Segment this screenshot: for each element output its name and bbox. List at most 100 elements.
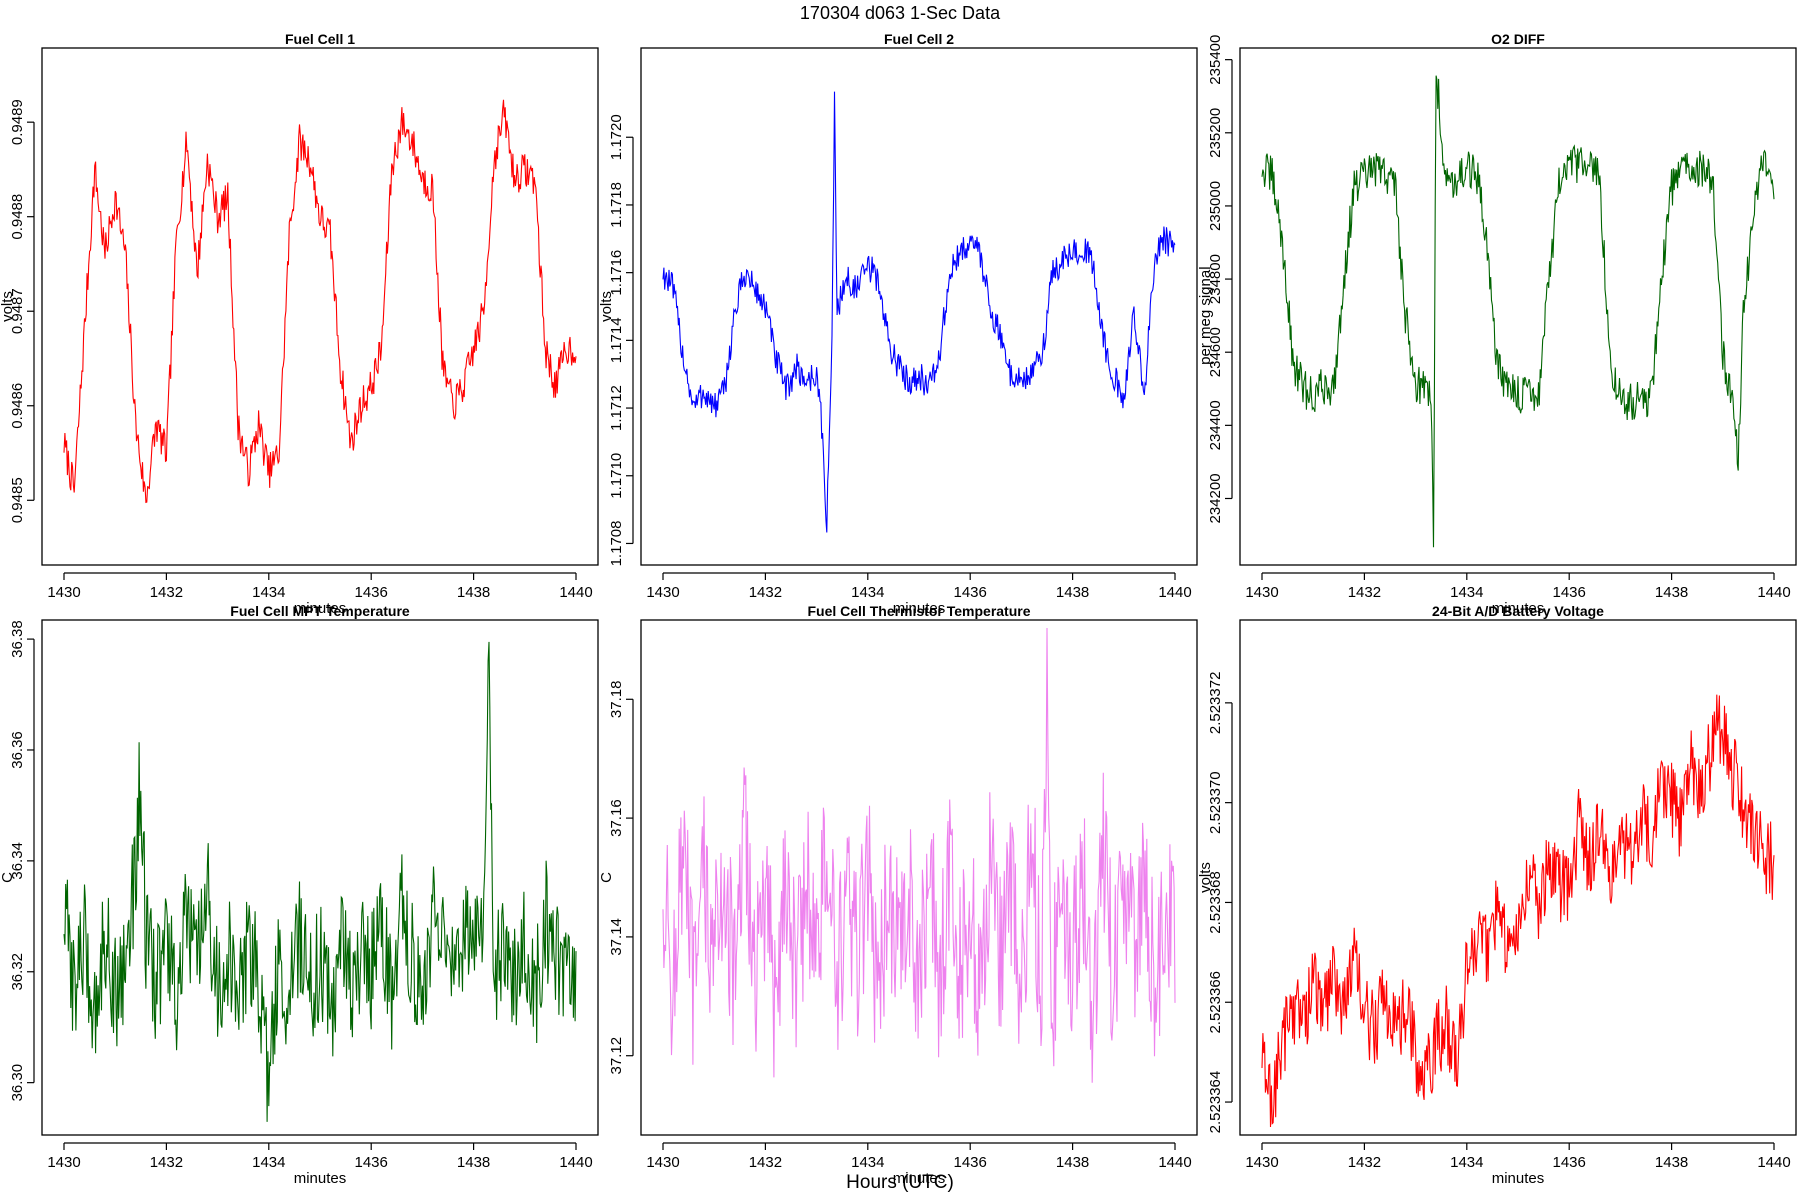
x-axis-label: minutes xyxy=(1492,600,1545,617)
x-tick-label: 1436 xyxy=(355,1154,388,1171)
x-tick-label: 1434 xyxy=(252,584,285,601)
y-axis-label: per meg signal xyxy=(1197,266,1214,364)
x-tick-label: 1436 xyxy=(1553,584,1586,601)
x-tick-label: 1430 xyxy=(646,584,679,601)
y-tick-label: 37.18 xyxy=(608,681,625,719)
y-tick-label: 36.32 xyxy=(9,953,26,991)
panel-title: 24-Bit A/D Battery Voltage xyxy=(1432,603,1604,619)
y-tick-label: 1.1716 xyxy=(608,250,625,296)
y-tick-label: 0.9486 xyxy=(9,383,26,429)
x-tick-label: 1438 xyxy=(457,1154,490,1171)
x-tick-label: 1436 xyxy=(355,584,388,601)
series-line xyxy=(662,91,1176,533)
y-tick-label: 234200 xyxy=(1207,473,1224,523)
x-tick-label: 1440 xyxy=(559,1154,592,1171)
x-tick-label: 1432 xyxy=(1348,1154,1381,1171)
x-axis-label: minutes xyxy=(893,1170,946,1187)
panel-5: Fuel Cell Thermistor Temperature 1430 1432… xyxy=(598,603,1198,1187)
x-tick-label: 1434 xyxy=(1450,1154,1483,1171)
y-tick-label: 37.14 xyxy=(608,918,625,956)
x-axis-label: minutes xyxy=(893,600,946,617)
y-axis-label: C xyxy=(0,872,16,883)
panel-3: O2 DIFF 1430 1432 1434 1436 1438 1440 minutes 23… xyxy=(1197,31,1797,617)
x-axis-label: minutes xyxy=(1492,1170,1545,1187)
y-axis-label: volts xyxy=(1197,862,1214,893)
y-tick-label: 37.12 xyxy=(608,1037,625,1075)
x-tick-label: 1438 xyxy=(1056,1154,1089,1171)
plot-frame xyxy=(640,47,1198,566)
y-tick-label: 234600 xyxy=(1207,327,1224,377)
x-tick-label: 1440 xyxy=(559,584,592,601)
x-axis-label: minutes xyxy=(294,600,347,617)
y-axis-label: volts xyxy=(0,291,16,322)
panel-title: Fuel Cell 2 xyxy=(884,31,954,47)
y-tick-label: 2.523372 xyxy=(1207,672,1224,735)
y-tick-label: 1.1710 xyxy=(608,453,625,499)
panel-title: Fuel Cell MPT Temperature xyxy=(230,603,410,619)
panel-4: Fuel Cell MPT Temperature 1430 1432 1434 143… xyxy=(0,603,599,1187)
y-tick-label: 2.523366 xyxy=(1207,971,1224,1034)
x-axis-label: minutes xyxy=(294,1170,347,1187)
y-tick-label: 1.1714 xyxy=(608,317,625,363)
plot-frame xyxy=(41,47,599,566)
y-tick-label: 2.523364 xyxy=(1207,1071,1224,1134)
series-line xyxy=(662,627,1176,1083)
y-tick-label: 36.38 xyxy=(9,620,26,658)
y-tick-label: 0.9485 xyxy=(9,477,26,523)
y-tick-label: 2.523368 xyxy=(1207,871,1224,934)
x-tick-label: 1432 xyxy=(749,584,782,601)
y-tick-label: 0.9488 xyxy=(9,194,26,240)
x-tick-label: 1438 xyxy=(1056,584,1089,601)
y-axis-label: volts xyxy=(598,291,615,322)
y-tick-label: 2.523370 xyxy=(1207,771,1224,834)
x-tick-label: 1432 xyxy=(1348,584,1381,601)
plot-frame xyxy=(640,619,1198,1136)
y-tick-label: 0.9487 xyxy=(9,288,26,334)
series-line xyxy=(63,641,577,1122)
plot-frame xyxy=(1239,619,1797,1136)
y-tick-label: 36.36 xyxy=(9,731,26,769)
panel-title: Fuel Cell 1 xyxy=(285,31,355,47)
x-tick-label: 1434 xyxy=(252,1154,285,1171)
x-tick-label: 1432 xyxy=(150,584,183,601)
x-tick-label: 1434 xyxy=(1450,584,1483,601)
figure-outer-xlabel: Hours (UTC) xyxy=(846,1172,954,1193)
y-tick-label: 36.30 xyxy=(9,1064,26,1102)
y-tick-label: 36.34 xyxy=(9,842,26,880)
x-tick-label: 1438 xyxy=(1655,1154,1688,1171)
panel-6: 24-Bit A/D Battery Voltage 1430 1432 1434 14… xyxy=(1197,603,1797,1187)
y-tick-label: 1.1708 xyxy=(608,521,625,567)
x-tick-label: 1436 xyxy=(1553,1154,1586,1171)
panel-grid: Fuel Cell 1 1430 1432 1434 1436 1438 1440 minut… xyxy=(0,31,1797,1187)
x-tick-label: 1436 xyxy=(954,1154,987,1171)
x-tick-label: 1436 xyxy=(954,584,987,601)
x-tick-label: 1434 xyxy=(851,1154,884,1171)
x-tick-label: 1440 xyxy=(1158,1154,1191,1171)
series-line xyxy=(1261,694,1775,1128)
x-tick-label: 1430 xyxy=(47,1154,80,1171)
y-tick-label: 37.16 xyxy=(608,799,625,837)
y-tick-label: 235200 xyxy=(1207,108,1224,158)
x-tick-label: 1430 xyxy=(1245,584,1278,601)
y-tick-label: 0.9489 xyxy=(9,99,26,145)
y-tick-label: 234800 xyxy=(1207,254,1224,304)
x-tick-label: 1440 xyxy=(1757,1154,1790,1171)
y-tick-label: 235000 xyxy=(1207,181,1224,231)
panel-title: O2 DIFF xyxy=(1491,31,1545,47)
series-line xyxy=(1261,75,1775,548)
x-tick-label: 1432 xyxy=(749,1154,782,1171)
x-tick-label: 1438 xyxy=(457,584,490,601)
panel-2: Fuel Cell 2 1430 1432 1434 1436 1438 1440 minut… xyxy=(598,31,1198,617)
y-tick-label: 1.1718 xyxy=(608,182,625,228)
x-tick-label: 1430 xyxy=(47,584,80,601)
y-tick-label: 1.1712 xyxy=(608,385,625,431)
plot-frame xyxy=(1239,47,1797,566)
panel-1: Fuel Cell 1 1430 1432 1434 1436 1438 1440 minut… xyxy=(0,31,599,617)
x-tick-label: 1434 xyxy=(851,584,884,601)
series-line xyxy=(63,99,577,504)
panel-title: Fuel Cell Thermistor Temperature xyxy=(807,603,1030,619)
figure-title: 170304 d063 1-Sec Data xyxy=(800,3,1001,23)
y-tick-label: 1.1720 xyxy=(608,114,625,160)
y-tick-label: 234400 xyxy=(1207,400,1224,450)
